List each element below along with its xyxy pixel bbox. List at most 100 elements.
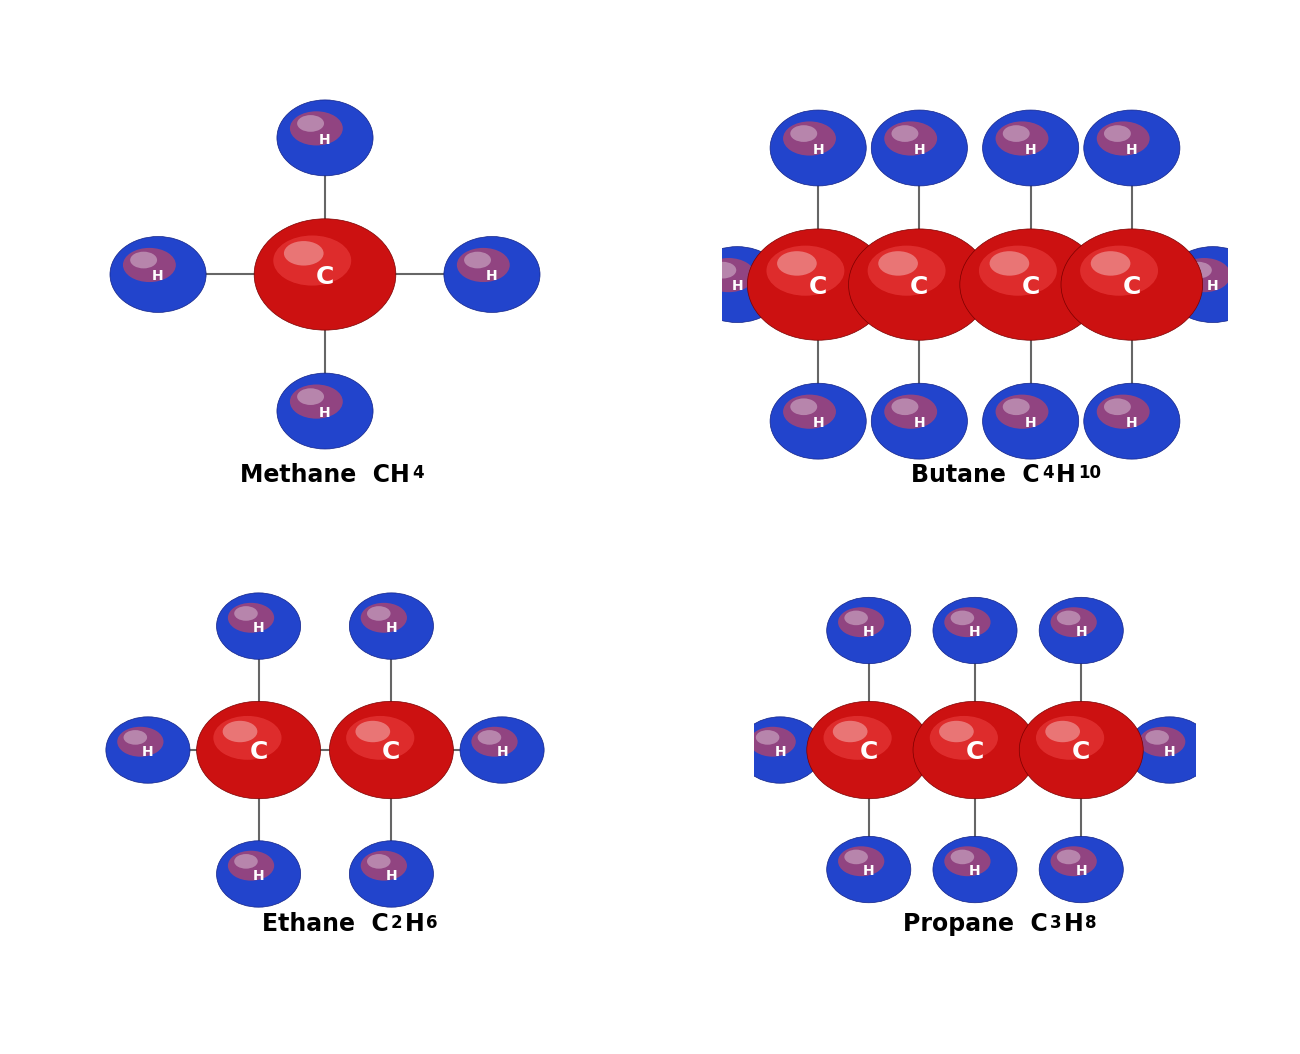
Text: H: H bbox=[1206, 279, 1218, 293]
Ellipse shape bbox=[298, 115, 324, 132]
Ellipse shape bbox=[367, 854, 390, 868]
Ellipse shape bbox=[1036, 716, 1104, 760]
Text: 4: 4 bbox=[1041, 464, 1053, 482]
Ellipse shape bbox=[996, 394, 1048, 429]
Text: C: C bbox=[1072, 741, 1091, 764]
Ellipse shape bbox=[234, 606, 257, 621]
Ellipse shape bbox=[983, 110, 1079, 186]
Ellipse shape bbox=[472, 727, 517, 757]
Text: H: H bbox=[386, 868, 398, 882]
Text: H: H bbox=[1075, 625, 1087, 639]
Ellipse shape bbox=[807, 701, 931, 799]
Ellipse shape bbox=[130, 252, 157, 269]
Ellipse shape bbox=[913, 701, 1037, 799]
Ellipse shape bbox=[1097, 394, 1149, 429]
Ellipse shape bbox=[360, 603, 407, 632]
Ellipse shape bbox=[989, 251, 1030, 276]
Text: C: C bbox=[966, 741, 984, 764]
Text: H: H bbox=[812, 143, 824, 157]
Ellipse shape bbox=[871, 384, 967, 460]
Ellipse shape bbox=[879, 251, 918, 276]
Text: H: H bbox=[775, 745, 786, 759]
Ellipse shape bbox=[111, 236, 207, 312]
Text: C: C bbox=[250, 741, 268, 764]
Ellipse shape bbox=[777, 251, 816, 276]
Ellipse shape bbox=[1084, 384, 1180, 460]
Text: Propane  C: Propane C bbox=[902, 912, 1048, 936]
Ellipse shape bbox=[933, 598, 1017, 664]
Ellipse shape bbox=[464, 252, 491, 269]
Ellipse shape bbox=[477, 730, 502, 745]
Text: H: H bbox=[320, 406, 330, 419]
Ellipse shape bbox=[838, 607, 884, 637]
Ellipse shape bbox=[827, 598, 911, 664]
Ellipse shape bbox=[710, 261, 736, 278]
Ellipse shape bbox=[1184, 261, 1212, 278]
Text: H: H bbox=[252, 868, 264, 882]
Ellipse shape bbox=[939, 721, 974, 742]
Ellipse shape bbox=[959, 229, 1101, 340]
Text: C: C bbox=[910, 275, 928, 299]
Ellipse shape bbox=[996, 121, 1048, 156]
Ellipse shape bbox=[1002, 125, 1030, 142]
Ellipse shape bbox=[124, 730, 147, 745]
Ellipse shape bbox=[783, 121, 836, 156]
Text: H: H bbox=[812, 416, 824, 430]
Ellipse shape bbox=[823, 716, 892, 760]
Ellipse shape bbox=[790, 398, 818, 415]
Text: 8: 8 bbox=[1086, 914, 1097, 932]
Ellipse shape bbox=[833, 721, 867, 742]
Ellipse shape bbox=[277, 373, 373, 449]
Ellipse shape bbox=[217, 592, 300, 660]
Ellipse shape bbox=[1039, 837, 1123, 902]
Ellipse shape bbox=[367, 606, 390, 621]
Ellipse shape bbox=[1104, 125, 1131, 142]
Ellipse shape bbox=[1127, 717, 1212, 783]
Ellipse shape bbox=[227, 603, 274, 632]
Text: Methane  CH: Methane CH bbox=[240, 463, 410, 487]
Ellipse shape bbox=[702, 258, 755, 292]
Text: H: H bbox=[1063, 912, 1083, 936]
Ellipse shape bbox=[849, 229, 991, 340]
Ellipse shape bbox=[827, 837, 911, 902]
Ellipse shape bbox=[1057, 850, 1080, 864]
Text: H: H bbox=[252, 621, 264, 635]
Ellipse shape bbox=[867, 246, 945, 296]
Text: H: H bbox=[732, 279, 744, 293]
Ellipse shape bbox=[738, 717, 823, 783]
Text: H: H bbox=[142, 745, 153, 759]
Text: H: H bbox=[914, 143, 926, 157]
Ellipse shape bbox=[360, 851, 407, 881]
Ellipse shape bbox=[884, 121, 937, 156]
Ellipse shape bbox=[944, 846, 991, 876]
Ellipse shape bbox=[105, 717, 190, 783]
Ellipse shape bbox=[770, 110, 866, 186]
Text: H: H bbox=[1164, 745, 1175, 759]
Text: H: H bbox=[863, 864, 875, 878]
Ellipse shape bbox=[217, 841, 300, 907]
Ellipse shape bbox=[871, 110, 967, 186]
Ellipse shape bbox=[1057, 610, 1080, 625]
Ellipse shape bbox=[892, 125, 918, 142]
Ellipse shape bbox=[838, 846, 884, 876]
Text: H: H bbox=[386, 621, 398, 635]
Ellipse shape bbox=[460, 717, 545, 783]
Ellipse shape bbox=[355, 721, 390, 742]
Text: 6: 6 bbox=[426, 914, 438, 932]
Text: alamy: alamy bbox=[32, 1006, 136, 1034]
Ellipse shape bbox=[350, 592, 433, 660]
Text: 4: 4 bbox=[412, 464, 424, 482]
Ellipse shape bbox=[290, 385, 343, 418]
Ellipse shape bbox=[892, 398, 918, 415]
Ellipse shape bbox=[346, 716, 415, 760]
Ellipse shape bbox=[227, 851, 274, 881]
Text: H: H bbox=[970, 864, 980, 878]
Ellipse shape bbox=[770, 384, 866, 460]
Ellipse shape bbox=[213, 716, 282, 760]
Ellipse shape bbox=[845, 610, 868, 625]
Ellipse shape bbox=[1145, 730, 1169, 745]
Ellipse shape bbox=[1091, 251, 1131, 276]
Ellipse shape bbox=[983, 384, 1079, 460]
Ellipse shape bbox=[283, 241, 324, 266]
Ellipse shape bbox=[273, 235, 351, 286]
